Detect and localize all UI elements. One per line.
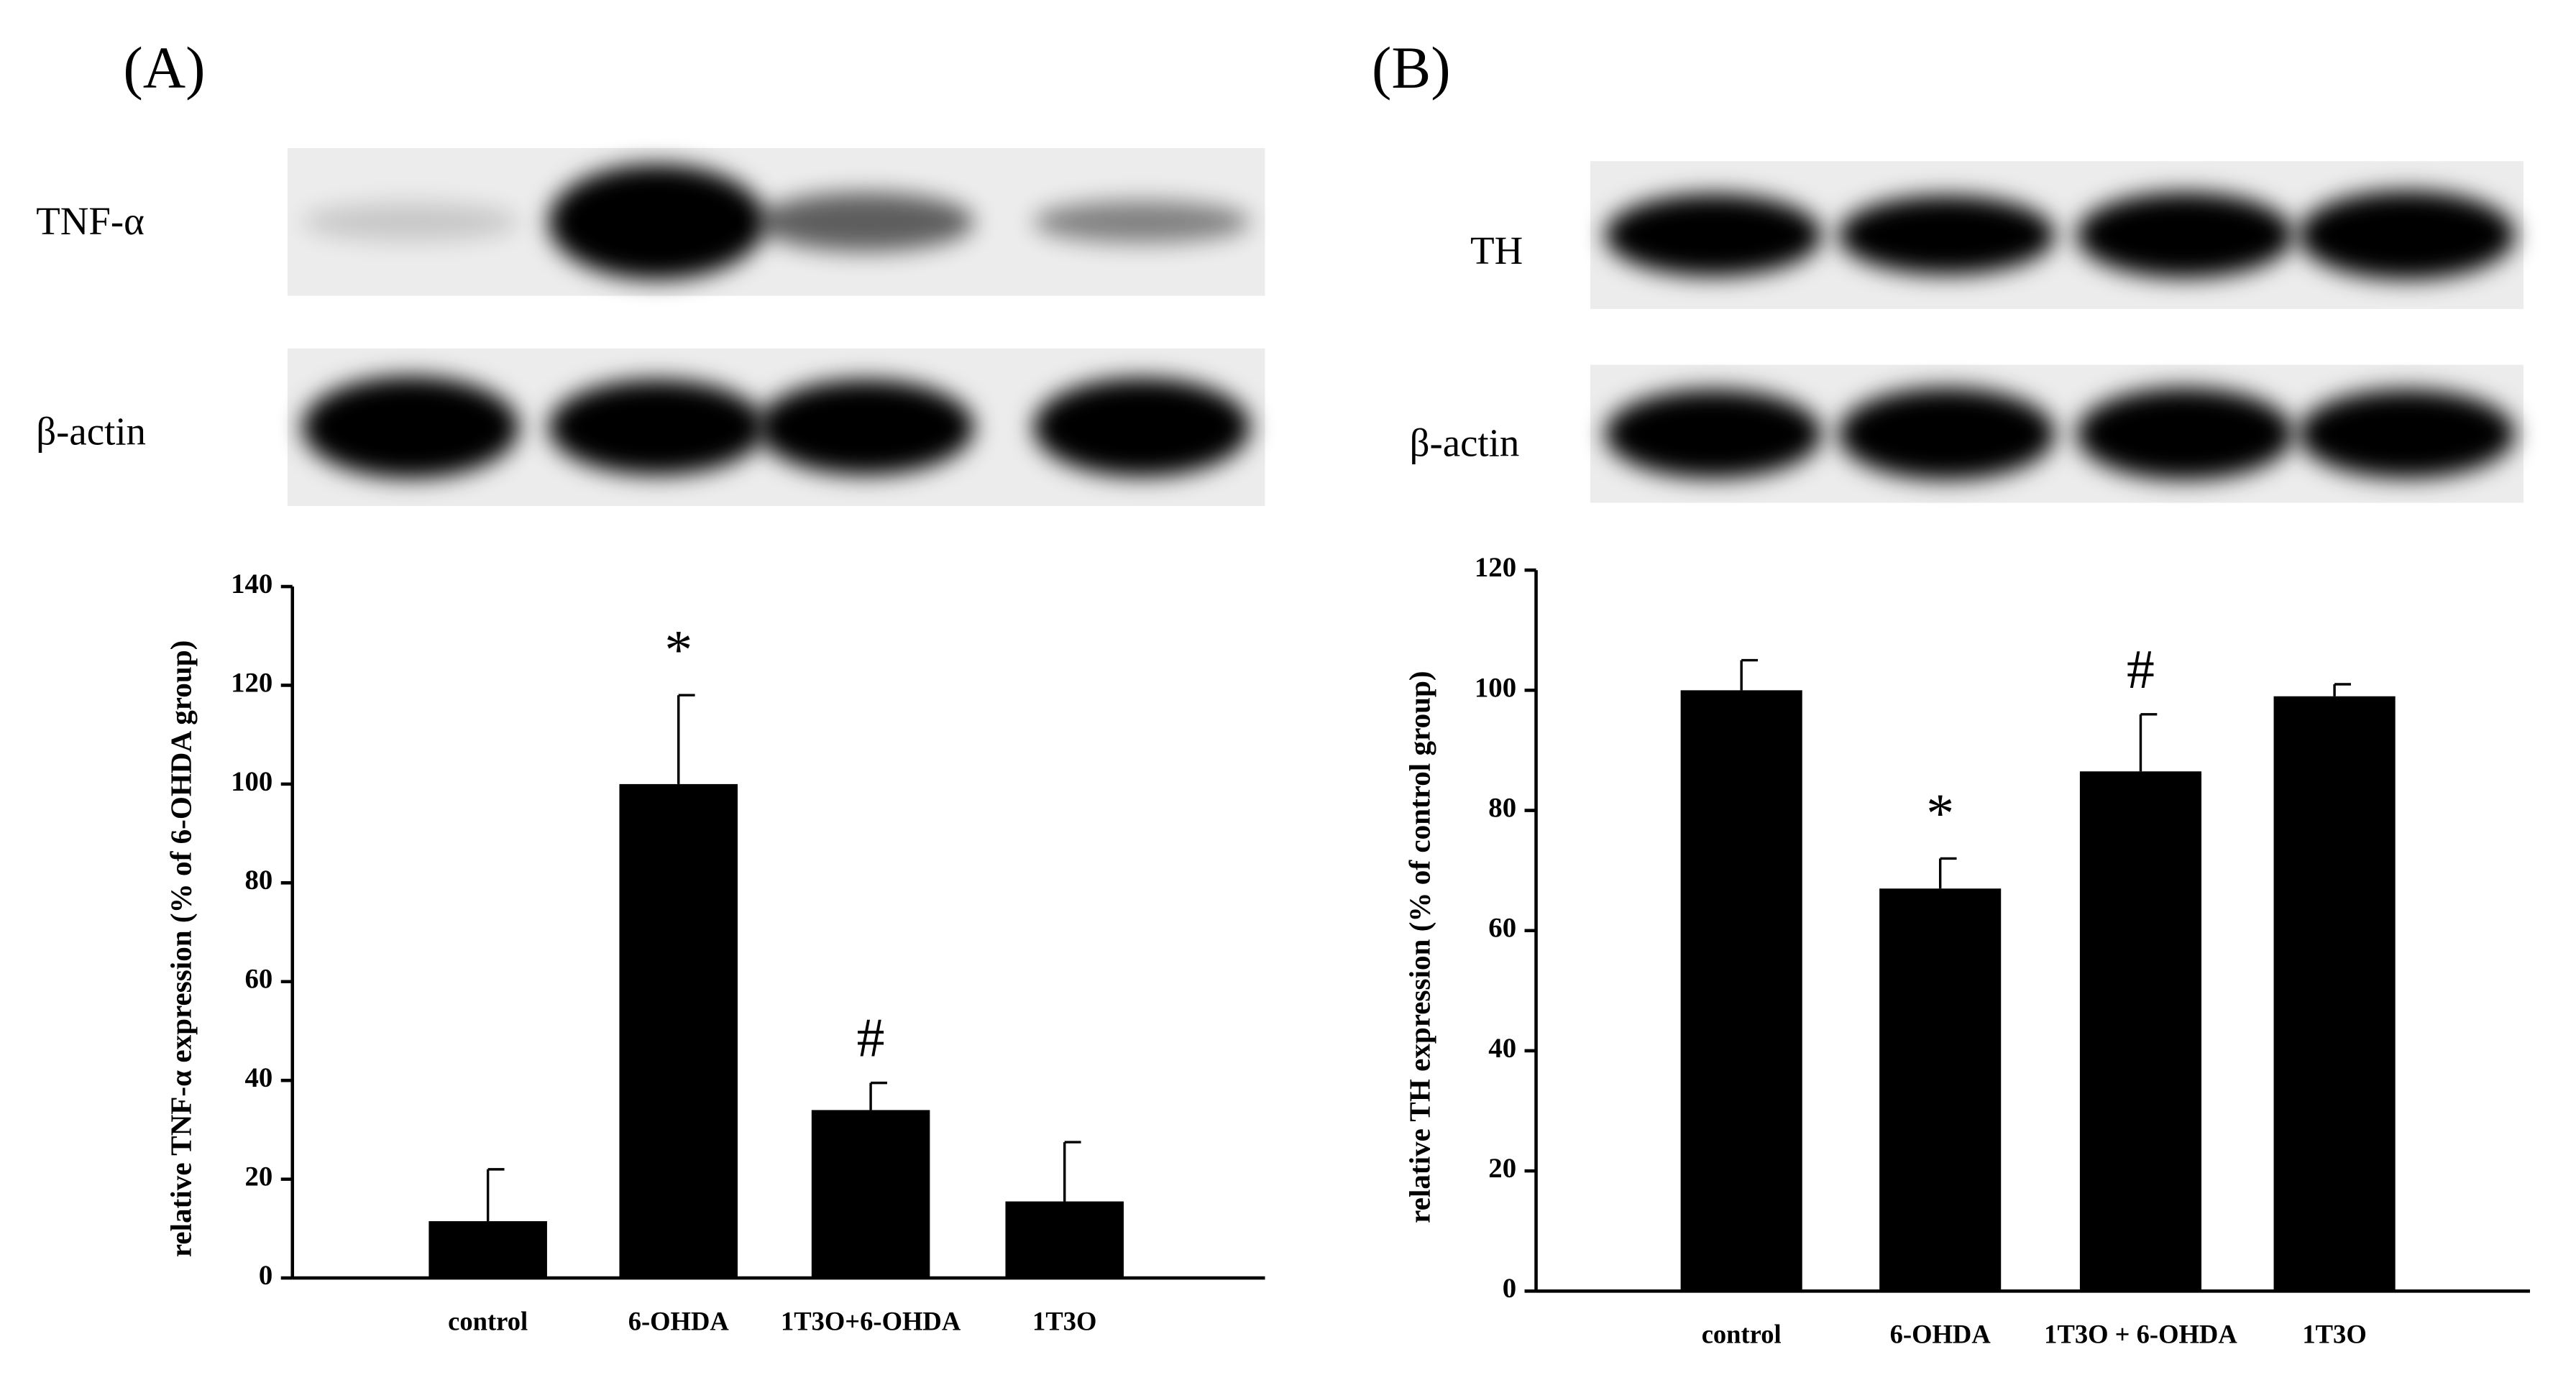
- blot-label: TNF-α: [36, 199, 145, 243]
- y-tick-label: 120: [1475, 552, 1516, 583]
- y-tick-label: 60: [244, 964, 272, 995]
- blot-label: TH: [1470, 229, 1523, 272]
- x-tick-label: 1T3O: [2302, 1320, 2366, 1349]
- bar: [2273, 696, 2396, 1292]
- blot-band: [757, 380, 975, 475]
- bar: [1680, 690, 1802, 1292]
- western-blot: [1590, 161, 2524, 309]
- panel: (B) TH β-actin 0 20 40 60 80 100 120 relative TH e…: [1372, 35, 2531, 1349]
- y-tick-label: 120: [231, 667, 272, 698]
- x-tick-label: 1T3O + 6-OHDA: [2044, 1320, 2237, 1349]
- blot-band: [302, 376, 520, 479]
- x-tick-label: control: [448, 1306, 528, 1335]
- error-bar: [1063, 1141, 1081, 1202]
- blot-band: [2298, 190, 2516, 280]
- bar: [2079, 771, 2202, 1292]
- x-tick-label: 6-OHDA: [628, 1306, 730, 1335]
- blot-band: [302, 202, 520, 242]
- blot-band: [1838, 196, 2055, 275]
- blot-label: β-actin: [36, 409, 146, 453]
- blot-band: [549, 380, 766, 475]
- y-tick-label: 0: [1503, 1273, 1516, 1304]
- significance-marker: #: [2127, 638, 2155, 700]
- y-tick-label: 140: [231, 569, 272, 599]
- error-bar: [2333, 683, 2351, 696]
- blot-band: [2298, 389, 2516, 479]
- y-tick-label: 40: [1488, 1033, 1516, 1064]
- blot-band: [1033, 377, 1250, 477]
- error-bar: [677, 694, 695, 784]
- error-bar: [2139, 713, 2158, 772]
- western-blot: [287, 348, 1265, 507]
- blot-band: [757, 192, 975, 252]
- error-bar: [1938, 857, 1957, 889]
- error-bar: [486, 1168, 505, 1222]
- significance-marker: *: [664, 619, 692, 681]
- y-axis-label: relative TH expression (% of control gro…: [1403, 671, 1436, 1223]
- x-tick-label: 6-OHDA: [1890, 1320, 1991, 1349]
- y-axis-label: relative TNF-α expression (% of 6-OHDA g…: [164, 640, 198, 1257]
- blot-band: [1605, 193, 1823, 277]
- blot-band: [1605, 389, 1823, 479]
- error-bar: [869, 1081, 887, 1110]
- western-blot: [1590, 364, 2524, 503]
- y-tick-label: 0: [259, 1260, 272, 1291]
- y-tick-label: 100: [1475, 672, 1516, 703]
- bar: [428, 1221, 547, 1279]
- blot-band: [549, 164, 766, 280]
- blot-label: β-actin: [1410, 420, 1520, 464]
- y-tick-label: 100: [231, 766, 272, 797]
- y-tick-label: 80: [244, 865, 272, 896]
- significance-marker: #: [857, 1007, 885, 1069]
- blot-band: [2076, 387, 2293, 480]
- panel: (A) TNF-α β-actin 0 20 40 60 80 100 120 140 relativ…: [36, 35, 1265, 1335]
- x-tick-label: 1T3O: [1032, 1306, 1096, 1335]
- panel-label: (A): [123, 35, 205, 101]
- blot-band: [2076, 192, 2293, 278]
- y-tick-label: 80: [1488, 792, 1516, 823]
- y-tick-label: 60: [1488, 913, 1516, 944]
- bar: [811, 1110, 930, 1279]
- bar: [1879, 888, 2002, 1292]
- x-tick-label: 1T3O+6-OHDA: [781, 1306, 961, 1335]
- y-tick-label: 20: [1488, 1153, 1516, 1184]
- bar: [619, 783, 738, 1279]
- y-tick-label: 40: [244, 1062, 272, 1093]
- blot-band: [1838, 387, 2055, 480]
- western-blot: [287, 147, 1265, 296]
- blot-band: [1033, 201, 1250, 244]
- panel-label: (B): [1372, 35, 1451, 101]
- bar: [1005, 1201, 1124, 1279]
- y-tick-label: 20: [244, 1162, 272, 1192]
- x-tick-label: control: [1702, 1320, 1782, 1349]
- significance-marker: *: [1926, 782, 1954, 844]
- error-bar: [1740, 658, 1759, 691]
